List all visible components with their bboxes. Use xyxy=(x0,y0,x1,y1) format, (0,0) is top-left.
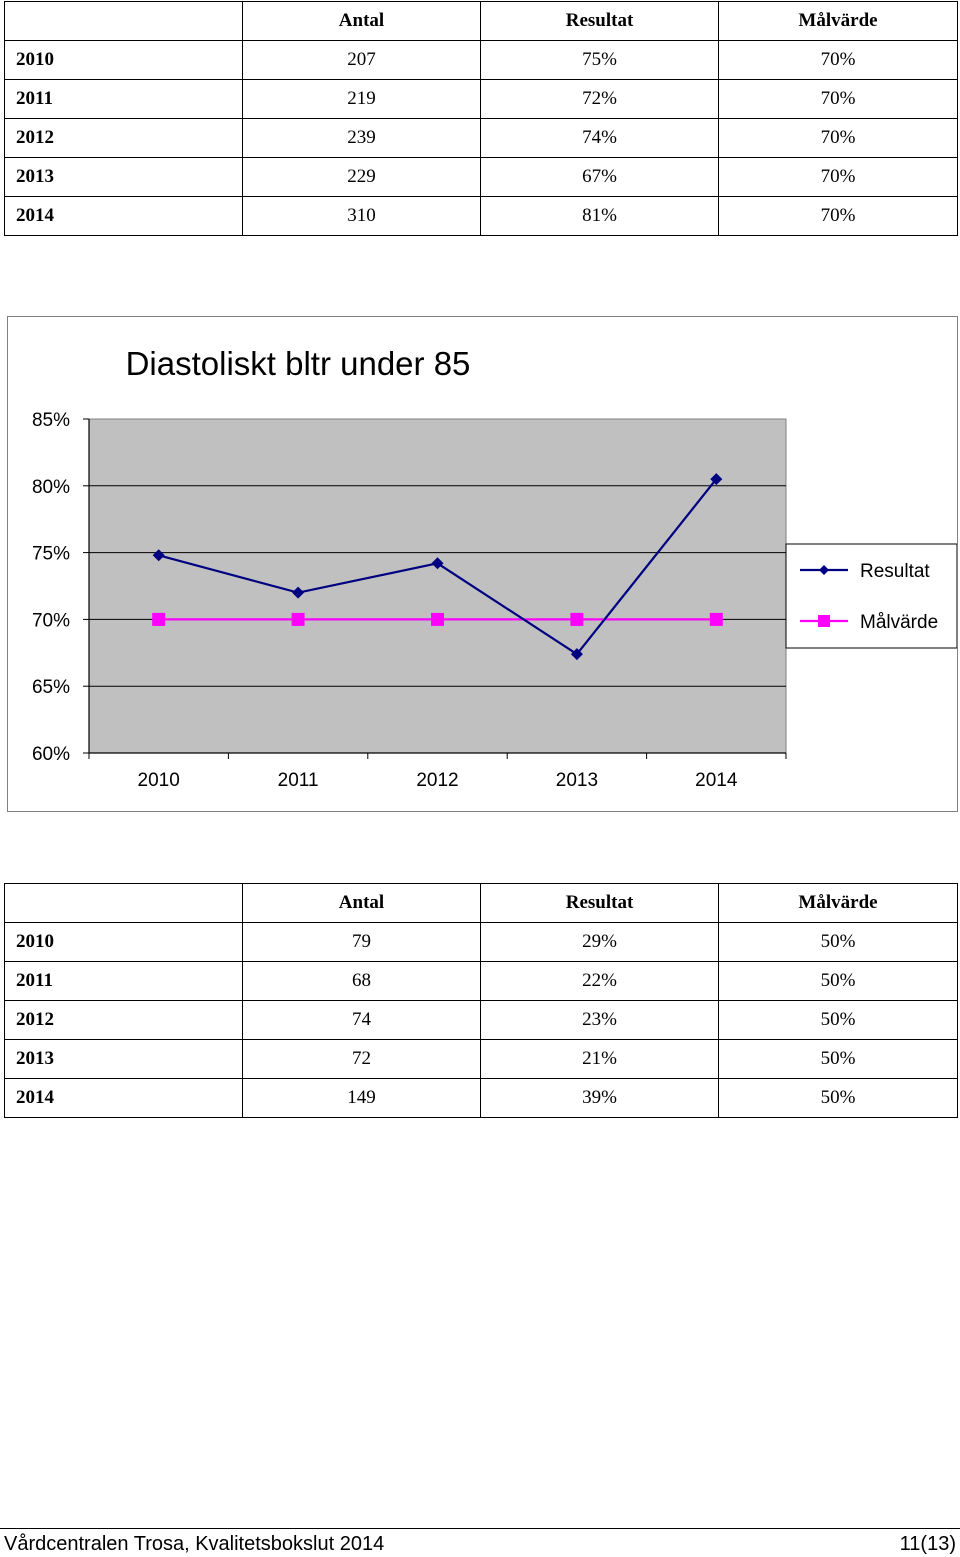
header-cell: Resultat xyxy=(480,1,719,41)
malvarde-cell: 50% xyxy=(718,1000,958,1040)
header-cell: Antal xyxy=(242,883,481,923)
table-row: 2013 72 21% 50% xyxy=(4,1039,958,1079)
table-row: 2012 74 23% 50% xyxy=(4,1000,958,1040)
data-point-malvarde xyxy=(431,612,444,626)
malvarde-cell: 50% xyxy=(718,1039,958,1079)
table-row: 2014 149 39% 50% xyxy=(4,1078,958,1118)
year-cell: 2011 xyxy=(4,79,243,119)
antal-cell: 229 xyxy=(242,157,481,197)
resultat-cell: 39% xyxy=(480,1078,719,1118)
year-cell: 2013 xyxy=(4,1039,243,1079)
resultat-cell: 67% xyxy=(480,157,719,197)
malvarde-cell: 50% xyxy=(718,1078,958,1118)
year-cell: 2013 xyxy=(4,157,243,197)
table-row: 2014 310 81% 70% xyxy=(4,196,958,236)
line-chart: Diastoliskt bltr under 85 60% 65% 70% 75% 80%… xyxy=(7,316,958,812)
page-footer: Vårdcentralen Trosa, Kvalitetsbokslut 20… xyxy=(0,1528,960,1557)
data-point-resultat xyxy=(710,473,723,486)
year-cell: 2014 xyxy=(4,1078,243,1118)
year-cell: 2012 xyxy=(4,118,243,158)
data-point-malvarde xyxy=(291,612,305,626)
antal-cell: 219 xyxy=(242,79,481,119)
year-cell: 2011 xyxy=(4,961,243,1001)
data-point-resultat xyxy=(292,586,305,599)
antal-cell: 149 xyxy=(242,1078,481,1118)
y-tick-label: 70% xyxy=(32,610,70,631)
table-header-row: Antal Resultat Målvärde xyxy=(4,883,958,923)
table-row: 2010 79 29% 50% xyxy=(4,922,958,962)
malvarde-cell: 70% xyxy=(718,196,958,236)
year-cell: 2010 xyxy=(4,922,243,962)
y-tick-label: 60% xyxy=(32,744,70,765)
year-cell: 2012 xyxy=(4,1000,243,1040)
x-tick-label: 2013 xyxy=(556,770,598,791)
malvarde-cell: 70% xyxy=(718,118,958,158)
y-tick-label: 75% xyxy=(32,544,70,565)
chart-canvas: Diastoliskt bltr under 85 60% 65% 70% 75% 80%… xyxy=(32,345,957,791)
footer-page-number: 11(13) xyxy=(899,1533,956,1555)
antal-cell: 207 xyxy=(242,40,481,80)
table-row: 2010 207 75% 70% xyxy=(4,40,958,80)
data-point-malvarde xyxy=(709,612,723,626)
results-table-1: Antal Resultat Målvärde 2010 207 75% 70%… xyxy=(4,1,958,236)
resultat-cell: 81% xyxy=(480,196,719,236)
resultat-cell: 29% xyxy=(480,922,719,962)
x-tick-label: 2014 xyxy=(695,770,738,791)
data-point-malvarde xyxy=(570,612,584,626)
table-row: 2011 219 72% 70% xyxy=(4,79,958,119)
malvarde-cell: 70% xyxy=(718,79,958,119)
resultat-cell: 23% xyxy=(480,1000,719,1040)
header-cell: Antal xyxy=(242,1,481,41)
data-point-resultat xyxy=(152,549,165,562)
antal-cell: 74 xyxy=(242,1000,481,1040)
antal-cell: 72 xyxy=(242,1039,481,1079)
resultat-cell: 22% xyxy=(480,961,719,1001)
x-tick-label: 2012 xyxy=(416,770,458,791)
antal-cell: 79 xyxy=(242,922,481,962)
malvarde-cell: 50% xyxy=(718,922,958,962)
data-point-resultat xyxy=(570,648,583,661)
year-cell: 2010 xyxy=(4,40,243,80)
resultat-cell: 21% xyxy=(480,1039,719,1079)
resultat-cell: 72% xyxy=(480,79,719,119)
resultat-cell: 75% xyxy=(480,40,719,80)
y-tick-label: 85% xyxy=(32,410,70,431)
legend-marker-malvarde xyxy=(818,615,830,627)
x-tick-label: 2011 xyxy=(278,770,319,791)
table-header-row: Antal Resultat Målvärde xyxy=(4,1,958,41)
legend-box xyxy=(785,543,957,649)
x-tick-label: 2010 xyxy=(138,770,180,791)
year-cell: 2014 xyxy=(4,196,243,236)
antal-cell: 310 xyxy=(242,196,481,236)
data-point-resultat xyxy=(431,557,444,570)
y-tick-label: 80% xyxy=(32,477,70,498)
table-row: 2012 239 74% 70% xyxy=(4,118,958,158)
header-cell xyxy=(4,1,243,41)
y-tick-label: 65% xyxy=(32,677,70,698)
table-row: 2011 68 22% 50% xyxy=(4,961,958,1001)
data-point-malvarde xyxy=(152,612,166,626)
header-cell xyxy=(4,883,243,923)
antal-cell: 68 xyxy=(242,961,481,1001)
results-table-2: Antal Resultat Målvärde 2010 79 29% 50% … xyxy=(4,883,958,1118)
malvarde-cell: 70% xyxy=(718,157,958,197)
malvarde-cell: 70% xyxy=(718,40,958,80)
header-cell: Målvärde xyxy=(718,883,958,923)
malvarde-cell: 50% xyxy=(718,961,958,1001)
antal-cell: 239 xyxy=(242,118,481,158)
header-cell: Resultat xyxy=(480,883,719,923)
legend-label-resultat: Resultat xyxy=(860,561,930,582)
resultat-cell: 74% xyxy=(480,118,719,158)
chart-title: Diastoliskt bltr under 85 xyxy=(126,345,471,382)
plot-area xyxy=(88,418,787,754)
legend-label-malvarde: Målvärde xyxy=(860,612,938,633)
header-cell: Målvärde xyxy=(718,1,958,41)
table-row: 2013 229 67% 70% xyxy=(4,157,958,197)
legend-marker-resultat xyxy=(819,565,829,575)
footer-document-title: Vårdcentralen Trosa, Kvalitetsbokslut 20… xyxy=(4,1533,385,1555)
